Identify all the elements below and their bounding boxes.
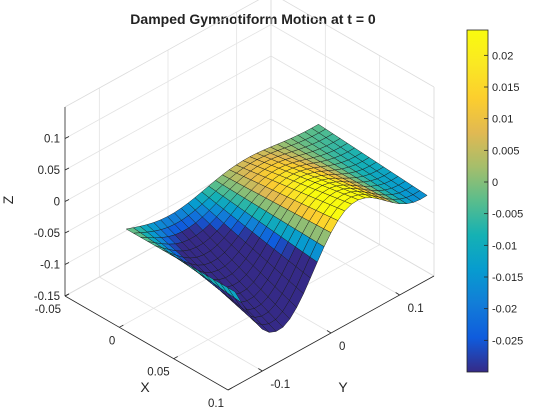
x-axis-label: X: [140, 379, 150, 395]
y-tick: [326, 330, 332, 334]
tick-labels: -0.15 -0.1 -0.05 0 0.05 0.1 -0.05 0 0.05 0.1 -0.1 0…: [34, 134, 424, 411]
y-tick-label: 0: [339, 341, 345, 353]
x-tick-label: 0: [109, 335, 115, 347]
colorbar-tick-label: 0.015: [492, 82, 520, 94]
x-tick: [64, 293, 70, 297]
y-tick: [395, 292, 400, 296]
colorbar-tick-label: 0.02: [492, 50, 513, 62]
grid-line: [270, 87, 435, 182]
axes: [64, 107, 435, 391]
box-edge: [64, 0, 260, 108]
colorbar-ticks: -0.025 -0.02 -0.015 -0.01 -0.005 0 0.005 0.01 0.…: [484, 50, 523, 347]
z-tick-label: -0.15: [34, 291, 60, 303]
z-tick: [64, 167, 70, 171]
grid-line: [99, 276, 263, 372]
z-tick: [64, 230, 70, 234]
y-tick-label: 0.1: [408, 303, 424, 315]
grid-line: [64, 118, 272, 234]
box-edge: [282, 0, 435, 88]
surface-mesh: [125, 124, 428, 333]
colorbar-scale: [466, 29, 489, 373]
z-tick: [64, 262, 70, 265]
x-tick-label: -0.05: [35, 304, 61, 316]
z-tick: [64, 136, 70, 139]
grid-line: [64, 87, 272, 202]
chart-title: Damped Gymnotiform Motion at t = 0: [130, 11, 376, 27]
z-tick-label: 0.05: [38, 165, 60, 177]
z-tick-label: -0.1: [40, 260, 60, 272]
colorbar-tick-label: -0.02: [492, 304, 517, 316]
y-axis-label: Y: [338, 379, 348, 395]
z-tick-label: -0.05: [34, 228, 60, 240]
z-tick-label: 0.1: [44, 134, 60, 146]
x-tick-label: 0.05: [147, 367, 169, 379]
y-tick: [258, 368, 263, 372]
grid-line: [64, 24, 272, 139]
z-tick: [64, 199, 70, 202]
x-tick: [227, 387, 233, 391]
colorbar-tick-label: -0.01: [492, 240, 517, 252]
x-tick-label: 0.1: [208, 398, 224, 410]
colorbar: -0.025 -0.02 -0.015 -0.01 -0.005 0 0.005 0.01 0.…: [466, 29, 523, 373]
x-tick: [119, 324, 124, 328]
y-tick-label: -0.1: [270, 379, 290, 391]
colorbar-tick-label: -0.015: [492, 272, 523, 284]
x-tick: [173, 356, 178, 360]
grid-line: [64, 55, 272, 171]
colorbar-tick-label: -0.025: [492, 335, 523, 347]
colorbar-tick-label: -0.005: [492, 209, 523, 221]
z-axis-label: Z: [0, 195, 16, 204]
grid-line: [270, 24, 435, 119]
z-tick-label: 0: [54, 197, 60, 209]
colorbar-tick-label: 0.01: [492, 114, 513, 126]
surface-patch: [227, 287, 242, 304]
colorbar-tick-label: 0.005: [492, 145, 520, 157]
colorbar-tick-label: 0: [492, 177, 498, 189]
x-axis-line: [64, 295, 229, 391]
grid-line: [270, 55, 435, 151]
